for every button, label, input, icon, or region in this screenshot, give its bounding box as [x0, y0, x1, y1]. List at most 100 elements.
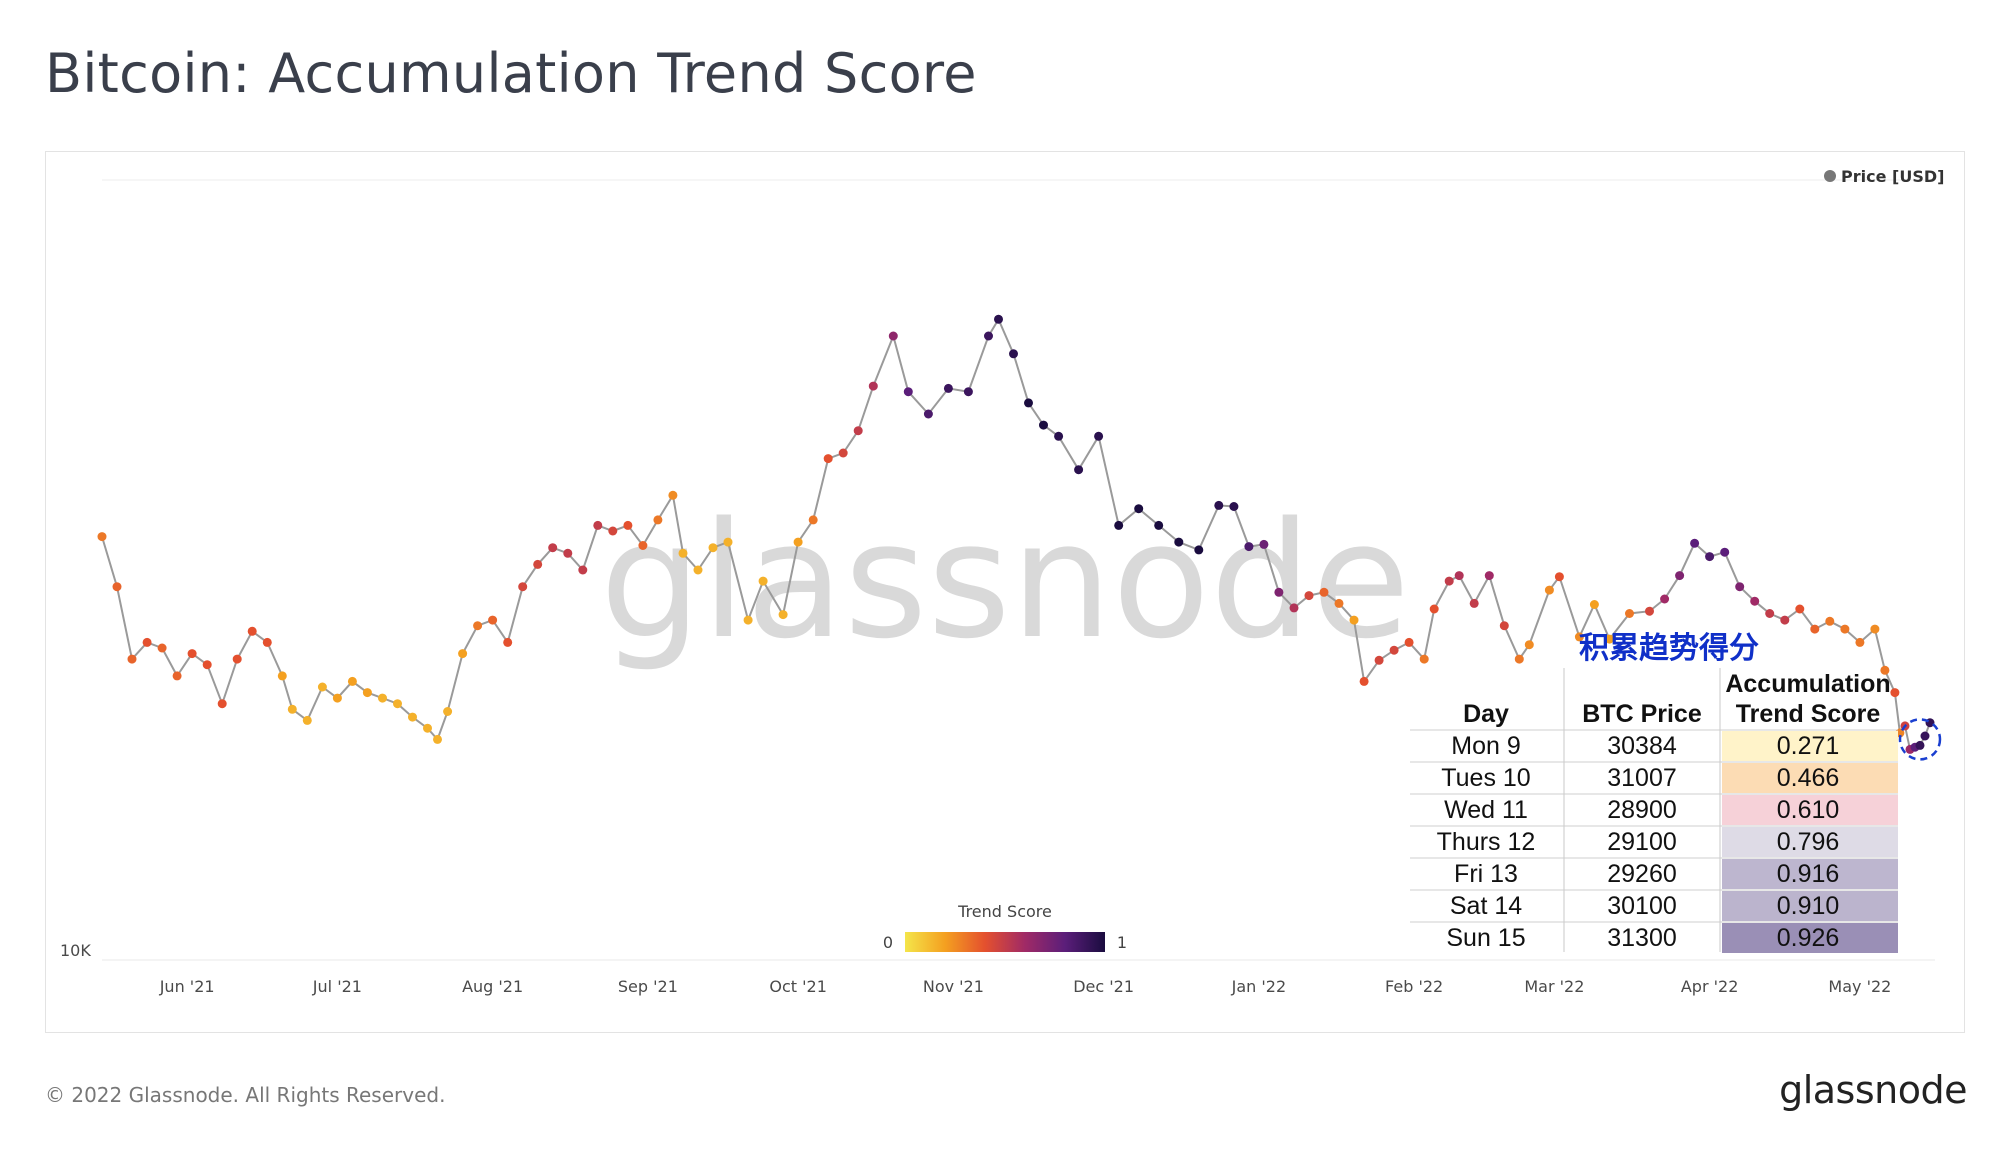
glassnode-logo: glassnode [1779, 1068, 1967, 1112]
table-cell-score: 0.271 [1777, 732, 1840, 760]
score-cell-bg [1722, 795, 1898, 825]
price-point [1795, 604, 1805, 614]
score-cell-bg [1722, 923, 1898, 953]
price-point [1359, 676, 1369, 686]
table-cell-score: 0.910 [1777, 892, 1840, 920]
price-point [1675, 571, 1685, 581]
price-point [743, 615, 753, 625]
price-point [1484, 571, 1494, 581]
footer-copyright: © 2022 Glassnode. All Rights Reserved. [45, 1083, 446, 1107]
price-point [593, 520, 603, 530]
colorbar-min-label: 0 [883, 933, 893, 952]
price-point [1810, 624, 1820, 634]
price-point [1154, 520, 1164, 530]
price-point [578, 565, 588, 575]
price-point [608, 526, 618, 536]
price-point [347, 676, 357, 686]
colorbar-max-label: 1 [1117, 933, 1127, 952]
price-point [217, 699, 227, 709]
price-point [823, 454, 833, 464]
price-point [1009, 349, 1018, 359]
price-point [963, 387, 973, 397]
score-cell-bg [1722, 827, 1898, 857]
price-point [793, 537, 803, 547]
price-point [473, 621, 483, 631]
table-cell-day: Sun 15 [1446, 924, 1525, 952]
watermark: glassnode [600, 487, 1410, 674]
price-point [1454, 571, 1464, 581]
price-point [1605, 634, 1614, 644]
price-point [302, 715, 312, 725]
price-point [1825, 616, 1835, 626]
price-point [984, 331, 993, 341]
price-point [1870, 624, 1880, 634]
table-cell-price: 31300 [1607, 924, 1677, 952]
price-point [458, 649, 468, 659]
price-point [943, 383, 953, 393]
score-cell-bg [1722, 731, 1898, 761]
price-point [287, 704, 297, 714]
price-point [1469, 598, 1479, 608]
price-point [202, 660, 212, 670]
price-point [838, 448, 848, 458]
page-title: Bitcoin: Accumulation Trend Score [45, 42, 977, 105]
price-point [1589, 600, 1599, 609]
price-point [1304, 591, 1314, 601]
price-point [423, 723, 432, 733]
table-cell-day: Wed 11 [1444, 796, 1528, 824]
price-point [488, 615, 498, 625]
x-tick-label: Aug '21 [462, 977, 523, 996]
x-axis-ticks: Jun '21 Jul '21 Aug '21 Sep '21 Oct '21 Nov '… [159, 977, 1892, 996]
table-note: 积累趋势得分 [1579, 631, 1759, 666]
price-point [693, 565, 703, 575]
price-point [678, 548, 688, 558]
price-point [1114, 520, 1124, 530]
price-point [923, 409, 933, 419]
table-cell-score: 0.610 [1777, 796, 1840, 824]
table-cell-score: 0.466 [1777, 764, 1840, 792]
price-point [1259, 539, 1269, 549]
price-point [1289, 603, 1299, 613]
price-point [1920, 731, 1930, 741]
price-point [1444, 576, 1454, 586]
price-point [533, 559, 543, 569]
price-point [1660, 594, 1670, 604]
price-point [1514, 654, 1524, 664]
price-point [668, 490, 678, 500]
price-point [142, 637, 152, 647]
score-cell-bg [1722, 763, 1898, 793]
colorbar-gradient [905, 932, 1105, 952]
table-header-day: Day [1463, 700, 1509, 728]
price-point [1074, 465, 1084, 475]
price-points [97, 314, 1935, 754]
price-point [503, 637, 513, 647]
price-point [1024, 398, 1033, 408]
table-header-score: Accumulation [1725, 670, 1890, 698]
table-body: Mon 9 30384 0.271 Tues 10 31007 0.466 Wed 11 28… [1410, 729, 1898, 953]
table-header-score: Trend Score [1736, 700, 1881, 728]
table-header-price: BTC Price [1582, 700, 1702, 728]
price-point [1214, 500, 1224, 510]
price-point [1544, 585, 1554, 595]
x-tick-label: Jun '21 [159, 977, 215, 996]
price-point [808, 515, 818, 525]
price-point [1174, 537, 1184, 547]
price-point [97, 532, 107, 542]
price-point [623, 520, 633, 530]
price-point [127, 654, 137, 664]
x-tick-label: Jul '21 [312, 977, 362, 996]
price-point [563, 548, 573, 558]
price-point [1349, 615, 1359, 625]
price-point [1404, 637, 1414, 647]
price-point [723, 537, 733, 547]
table-cell-price: 30100 [1607, 892, 1677, 920]
table-cell-price: 29260 [1607, 860, 1677, 888]
y-tick-label: 10K [60, 941, 91, 960]
price-point [1419, 654, 1429, 664]
legend-dot-icon [1824, 170, 1836, 182]
table-cell-day: Sat 14 [1450, 892, 1522, 920]
price-point [1735, 582, 1745, 592]
price-point [1389, 645, 1399, 655]
price-point [317, 682, 327, 692]
